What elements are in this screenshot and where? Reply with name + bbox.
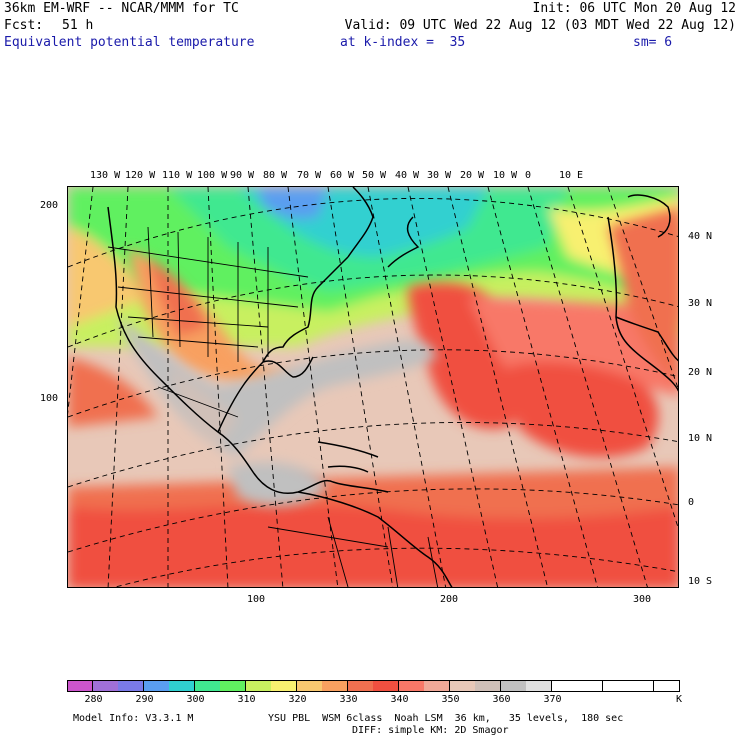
colorbar-swatch	[169, 680, 195, 692]
level-label: at k-index = 35	[340, 35, 466, 50]
longitude-label: 60 W	[330, 170, 355, 181]
colorbar-swatch	[118, 680, 144, 692]
colorbar-swatch	[653, 680, 680, 692]
coastlines	[107, 187, 678, 587]
longitude-label: 110 W	[162, 170, 193, 181]
longitude-label: 70 W	[297, 170, 322, 181]
colorbar	[67, 680, 680, 692]
latitude-label: 10 N	[688, 433, 713, 444]
bottom-grid-label: 200	[440, 594, 459, 605]
colorbar-swatch	[373, 680, 399, 692]
bottom-grid-label: 100	[247, 594, 266, 605]
forecast-label: Fcst:	[4, 18, 44, 33]
longitude-label: 0	[525, 170, 532, 181]
model-title: 36km EM-WRF -- NCAR/MMM for TC	[4, 1, 239, 16]
colorbar-swatch	[322, 680, 348, 692]
colorbar-swatch	[296, 680, 323, 692]
physics-line-2: DIFF: simple KM: 2D Smagor	[352, 725, 509, 736]
political-borders	[107, 226, 439, 587]
colorbar-tick-label: 370	[543, 694, 562, 705]
latitude-label: 20 N	[688, 367, 713, 378]
left-grid-label: 200	[40, 200, 59, 211]
smoothing-label: sm= 6	[633, 35, 673, 50]
longitude-label: 10 E	[559, 170, 584, 181]
colorbar-swatch	[475, 680, 501, 692]
colorbar-swatch	[245, 680, 272, 692]
forecast-hour: 51 h	[62, 18, 94, 33]
colorbar-tick-label: 360	[492, 694, 511, 705]
bottom-grid-label: 300	[633, 594, 652, 605]
longitude-label: 30 W	[427, 170, 452, 181]
model-info: Model Info: V3.3.1 M	[73, 713, 194, 724]
colorbar-swatch	[551, 680, 578, 692]
colorbar-tick-label: 320	[288, 694, 307, 705]
latitude-label: 10 S	[688, 576, 713, 587]
colorbar-tick-label: 350	[441, 694, 460, 705]
longitude-label: 130 W	[90, 170, 121, 181]
colorbar-swatch	[500, 680, 527, 692]
colorbar-tick-label: 340	[390, 694, 409, 705]
init-time: Init: 06 UTC Mon 20 Aug 12	[532, 1, 737, 16]
latitude-label: 30 N	[688, 298, 713, 309]
colorbar-tick-label: 300	[186, 694, 205, 705]
colorbar-swatch	[577, 680, 603, 692]
longitude-label: 10 W	[493, 170, 518, 181]
valid-time: Valid: 09 UTC Wed 22 Aug 12 (03 MDT Wed …	[344, 18, 736, 33]
latitude-label: 0	[688, 497, 695, 508]
colorbar-swatch	[347, 680, 374, 692]
colorbar-tick-label: 290	[135, 694, 154, 705]
colorbar-swatch	[194, 680, 221, 692]
longitude-label: 120 W	[125, 170, 156, 181]
graticule	[68, 187, 678, 587]
weather-map	[67, 186, 679, 588]
colorbar-swatch	[449, 680, 476, 692]
colorbar-swatch	[424, 680, 450, 692]
longitude-label: 90 W	[230, 170, 255, 181]
longitude-label: 100 W	[197, 170, 228, 181]
longitude-label: 50 W	[362, 170, 387, 181]
colorbar-tick-label: 330	[339, 694, 358, 705]
latitude-label: 40 N	[688, 231, 713, 242]
colorbar-swatch	[526, 680, 552, 692]
longitude-label: 20 W	[460, 170, 485, 181]
theta-e-field	[68, 187, 678, 587]
colorbar-swatch	[92, 680, 119, 692]
colorbar-swatch	[271, 680, 297, 692]
colorbar-swatch	[67, 680, 93, 692]
colorbar-swatch	[398, 680, 425, 692]
colorbar-tick-label: 310	[237, 694, 256, 705]
physics-line-1: YSU PBL WSM 6class Noah LSM 36 km, 35 le…	[268, 713, 624, 724]
longitude-label: 40 W	[395, 170, 420, 181]
field-name: Equivalent potential temperature	[4, 35, 255, 50]
colorbar-tick-label: 280	[84, 694, 103, 705]
left-grid-label: 100	[40, 393, 59, 404]
longitude-label: 80 W	[263, 170, 288, 181]
colorbar-unit: K	[676, 694, 683, 705]
colorbar-swatch	[143, 680, 170, 692]
colorbar-swatch	[628, 680, 654, 692]
colorbar-swatch	[220, 680, 246, 692]
colorbar-swatch	[602, 680, 629, 692]
